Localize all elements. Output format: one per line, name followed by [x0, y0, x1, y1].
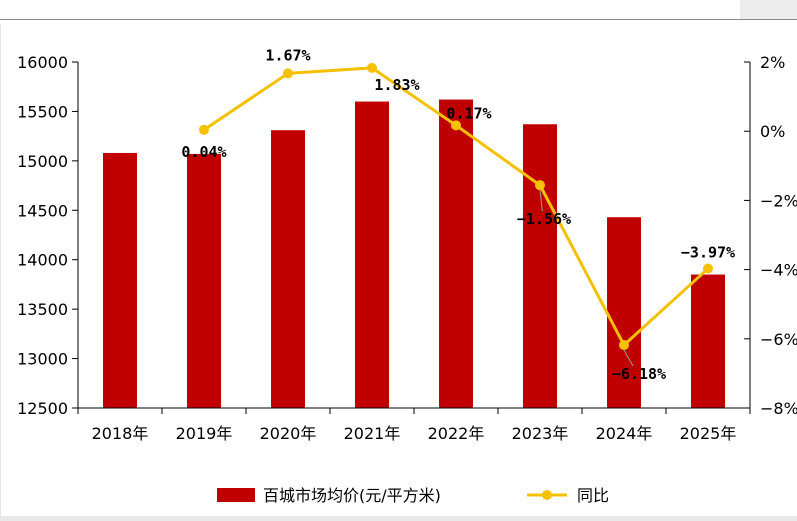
line-series [199, 62, 713, 351]
x-tick-label: 2019年 [176, 424, 233, 443]
label-leader-lines [539, 190, 634, 367]
bar [523, 124, 557, 408]
legend: 百城市场均价(元/平方米) 同比 [217, 486, 609, 505]
line-data-label: 1.83% [374, 76, 419, 94]
x-tick-label: 2020年 [260, 424, 317, 443]
bar [607, 217, 641, 408]
x-axis-ticks: 2018年 2019年 2020年 2021年 2022年 2023年 2024年 2025年 [77, 408, 751, 443]
line-data-label: −6.18% [612, 365, 666, 383]
line-marker [619, 340, 629, 351]
bottom-strip [0, 516, 797, 521]
left-tick-label: 12500 [17, 399, 68, 418]
bar [691, 274, 725, 408]
right-tick-label: 0% [760, 122, 785, 141]
line-marker [283, 68, 293, 79]
line-data-label: −3.97% [681, 244, 735, 262]
top-strip [0, 0, 797, 24]
left-tick-label: 13500 [17, 300, 68, 319]
right-tick-label: 2% [760, 53, 785, 72]
left-tick-label: 15500 [17, 102, 68, 121]
legend-line-marker [542, 490, 552, 500]
bar [187, 153, 221, 408]
legend-bar-label: 百城市场均价(元/平方米) [263, 486, 441, 505]
line-marker [703, 263, 713, 274]
left-tick-label: 14500 [17, 201, 68, 220]
line-marker [199, 124, 209, 135]
line-data-label: 0.04% [181, 143, 226, 161]
right-axis-ticks: −8% −6% −4% −2% 0% 2% [744, 53, 797, 418]
left-tick-label: 13000 [17, 350, 68, 369]
bar [103, 152, 137, 408]
line-marker [535, 180, 545, 191]
left-axis-ticks: 12500 13000 13500 14000 14500 15000 15500 16000 [17, 53, 78, 418]
bar [355, 101, 389, 409]
left-tick-label: 14000 [17, 251, 68, 270]
x-tick-label: 2022年 [428, 424, 485, 443]
x-tick-label: 2024年 [596, 424, 653, 443]
right-tick-label: −6% [760, 330, 797, 349]
right-tick-label: −8% [760, 399, 797, 418]
line-marker [451, 120, 461, 131]
x-tick-label: 2023年 [512, 424, 569, 443]
line-marker [367, 62, 377, 73]
bar [271, 130, 305, 408]
right-tick-label: −4% [760, 261, 797, 280]
bar-series [103, 99, 725, 409]
line-data-label: −1.56% [517, 210, 571, 228]
data-labels: 0.04% 1.67% 1.83% 0.17% −1.56% −6.18% −3.97% [181, 46, 735, 383]
label-leader [539, 190, 543, 212]
bar [439, 99, 473, 409]
line-data-label: 0.17% [446, 104, 491, 122]
x-tick-label: 2018年 [92, 424, 149, 443]
top-shade [740, 0, 797, 20]
top-divider [0, 19, 797, 20]
legend-bar-swatch [217, 488, 255, 502]
line-data-label: 1.67% [265, 46, 310, 64]
x-tick-label: 2021年 [344, 424, 401, 443]
left-tick-label: 16000 [17, 53, 68, 72]
legend-line-label: 同比 [577, 486, 609, 505]
right-tick-label: −2% [760, 191, 797, 210]
x-tick-label: 2025年 [680, 424, 737, 443]
label-leader [623, 349, 634, 367]
left-tick-label: 15000 [17, 152, 68, 171]
